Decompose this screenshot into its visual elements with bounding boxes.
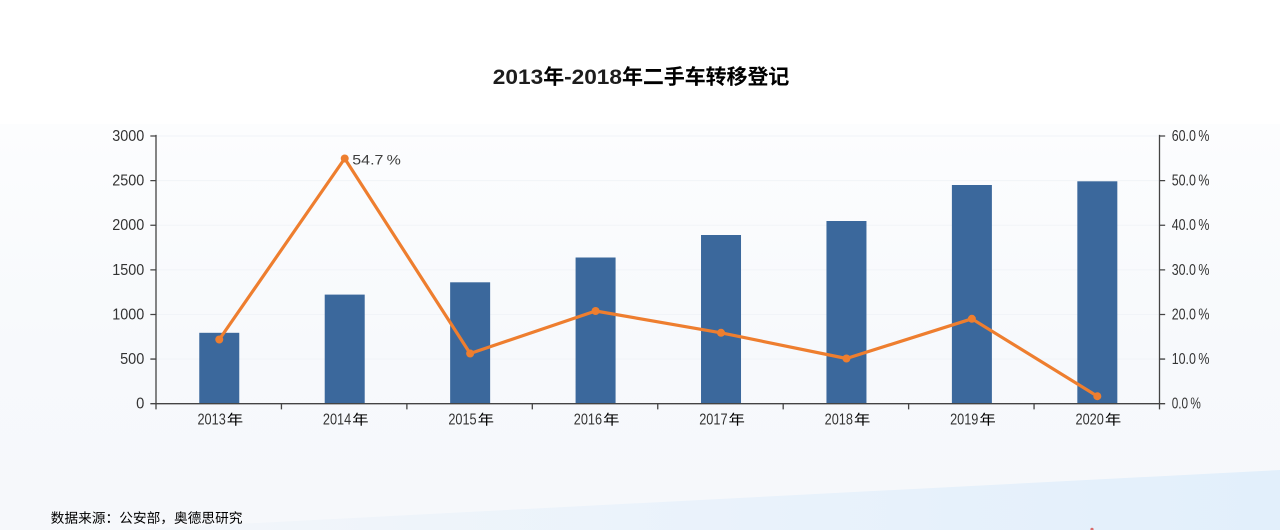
svg-text:2018: 2018 (825, 411, 853, 428)
svg-text:2000: 2000 (112, 217, 144, 234)
svg-text:10.0 %: 10.0 % (1172, 351, 1210, 368)
svg-text:20.0 %: 20.0 % (1172, 306, 1210, 323)
svg-text:2013: 2013 (493, 65, 543, 89)
svg-text:2017: 2017 (699, 411, 727, 428)
svg-text:2019: 2019 (950, 411, 978, 428)
svg-text:2013: 2013 (197, 411, 225, 428)
svg-text:2500: 2500 (112, 173, 144, 190)
svg-text:500: 500 (120, 351, 145, 368)
svg-text:0.0 %: 0.0 % (1172, 396, 1201, 413)
svg-text:0: 0 (136, 396, 145, 413)
svg-text:2014: 2014 (323, 411, 352, 428)
svg-text:30.0 %: 30.0 % (1172, 262, 1210, 279)
svg-text:1000: 1000 (112, 306, 144, 323)
svg-text:40.0 %: 40.0 % (1172, 217, 1210, 234)
svg-text:3000: 3000 (112, 128, 144, 145)
svg-text:2020: 2020 (1076, 411, 1105, 428)
svg-text:2016: 2016 (574, 411, 602, 428)
svg-text:54.7 %: 54.7 % (352, 152, 401, 168)
svg-text:1500: 1500 (112, 262, 144, 279)
svg-text:2015: 2015 (448, 411, 476, 428)
svg-text:60.0 %: 60.0 % (1172, 128, 1210, 145)
svg-text:-2018: -2018 (564, 65, 622, 89)
svg-text:50.0 %: 50.0 % (1172, 173, 1210, 190)
